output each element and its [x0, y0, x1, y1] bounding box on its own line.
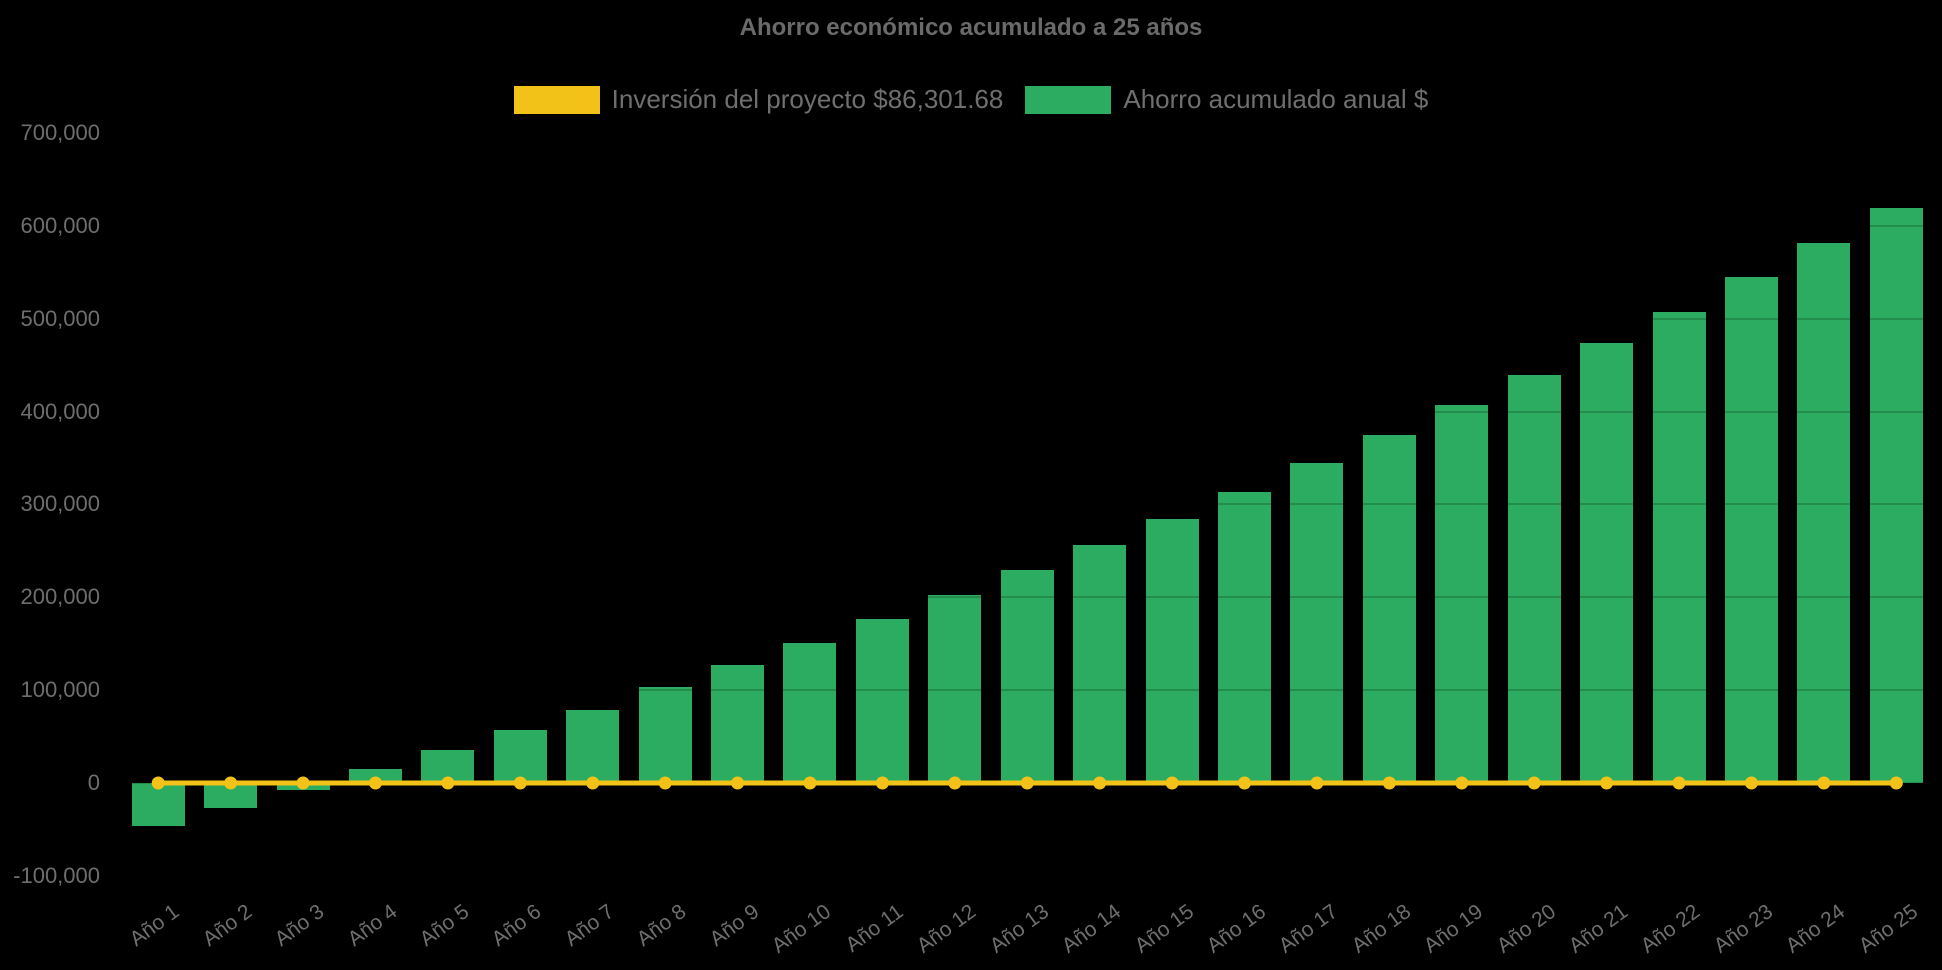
investment-line-marker: [1093, 776, 1107, 790]
bar-año-22: [1652, 312, 1706, 783]
bar-año-7: [566, 710, 620, 783]
investment-line-marker: [1382, 776, 1396, 790]
y-axis-tick-label: 100,000: [20, 677, 100, 703]
gridline: [122, 224, 1932, 227]
investment-line-marker: [1238, 776, 1252, 790]
bar-año-10: [783, 643, 837, 783]
investment-line-marker: [513, 776, 527, 790]
investment-line-marker: [1817, 776, 1831, 790]
investment-line-marker: [1600, 776, 1614, 790]
investment-line-marker: [1455, 776, 1469, 790]
bar-año-20: [1507, 374, 1561, 783]
bar-año-12: [928, 594, 982, 783]
legend-label-savings: Ahorro acumulado anual $: [1123, 84, 1429, 114]
investment-line-marker: [1527, 776, 1541, 790]
legend-swatch-investment-icon: [513, 85, 600, 114]
investment-line-marker: [875, 776, 889, 790]
investment-line-marker: [224, 776, 238, 790]
investment-line-marker: [658, 776, 672, 790]
investment-line-marker: [151, 776, 165, 790]
legend-swatch-savings-icon: [1025, 85, 1112, 114]
legend: Inversión del proyecto $86,301.68 Ahorro…: [0, 84, 1942, 115]
investment-line-marker: [948, 776, 962, 790]
gridline: [122, 410, 1932, 413]
bar-año-24: [1797, 242, 1851, 783]
investment-line-marker: [1020, 776, 1034, 790]
bar-año-21: [1580, 343, 1634, 783]
legend-item-investment[interactable]: Inversión del proyecto $86,301.68: [513, 84, 1004, 115]
investment-line-marker: [1889, 776, 1903, 790]
bar-año-4: [348, 768, 402, 783]
investment-line-marker: [1165, 776, 1179, 790]
bar-año-13: [1000, 569, 1054, 783]
y-axis-tick-label: 300,000: [20, 491, 100, 517]
bar-año-9: [711, 665, 765, 783]
bar-año-17: [1290, 463, 1344, 783]
investment-line-marker: [1310, 776, 1324, 790]
bar-año-8: [638, 686, 692, 783]
bar-año-18: [1362, 435, 1416, 783]
gridline: [122, 131, 1932, 134]
y-axis-tick-label: 500,000: [20, 305, 100, 331]
gridline: [122, 689, 1932, 692]
bar-año-16: [1218, 491, 1271, 783]
y-axis-tick-label: 400,000: [20, 398, 100, 424]
gridline: [122, 874, 1932, 877]
gridline: [122, 596, 1932, 599]
bar-año-19: [1435, 404, 1489, 783]
y-axis-tick-label: 200,000: [20, 584, 100, 610]
investment-line-marker: [1744, 776, 1758, 790]
legend-label-investment: Inversión del proyecto $86,301.68: [611, 84, 1004, 114]
investment-line-marker: [441, 776, 455, 790]
bar-año-25: [1869, 208, 1923, 783]
y-axis-tick-label: 600,000: [20, 212, 100, 238]
gridline: [122, 317, 1932, 320]
gridline: [122, 503, 1932, 506]
investment-line-marker: [803, 776, 817, 790]
investment-line-marker: [368, 776, 382, 790]
chart-title: Ahorro económico acumulado a 25 años: [739, 14, 1203, 41]
y-axis-tick-label: 0: [87, 770, 100, 795]
investment-line-marker: [586, 776, 600, 790]
investment-line-marker: [1672, 776, 1686, 790]
y-axis-tick-label: -100,000: [13, 862, 100, 888]
investment-line-marker: [731, 776, 745, 790]
bar-año-14: [1073, 545, 1127, 783]
y-axis-tick-label: 700,000: [20, 119, 100, 145]
bar-año-1: [131, 783, 185, 827]
legend-item-savings[interactable]: Ahorro acumulado anual $: [1025, 84, 1428, 115]
bar-año-15: [1145, 519, 1199, 783]
bar-año-23: [1724, 276, 1778, 783]
bar-año-6: [493, 730, 547, 783]
bar-año-11: [855, 619, 909, 783]
investment-line-marker: [296, 776, 310, 790]
